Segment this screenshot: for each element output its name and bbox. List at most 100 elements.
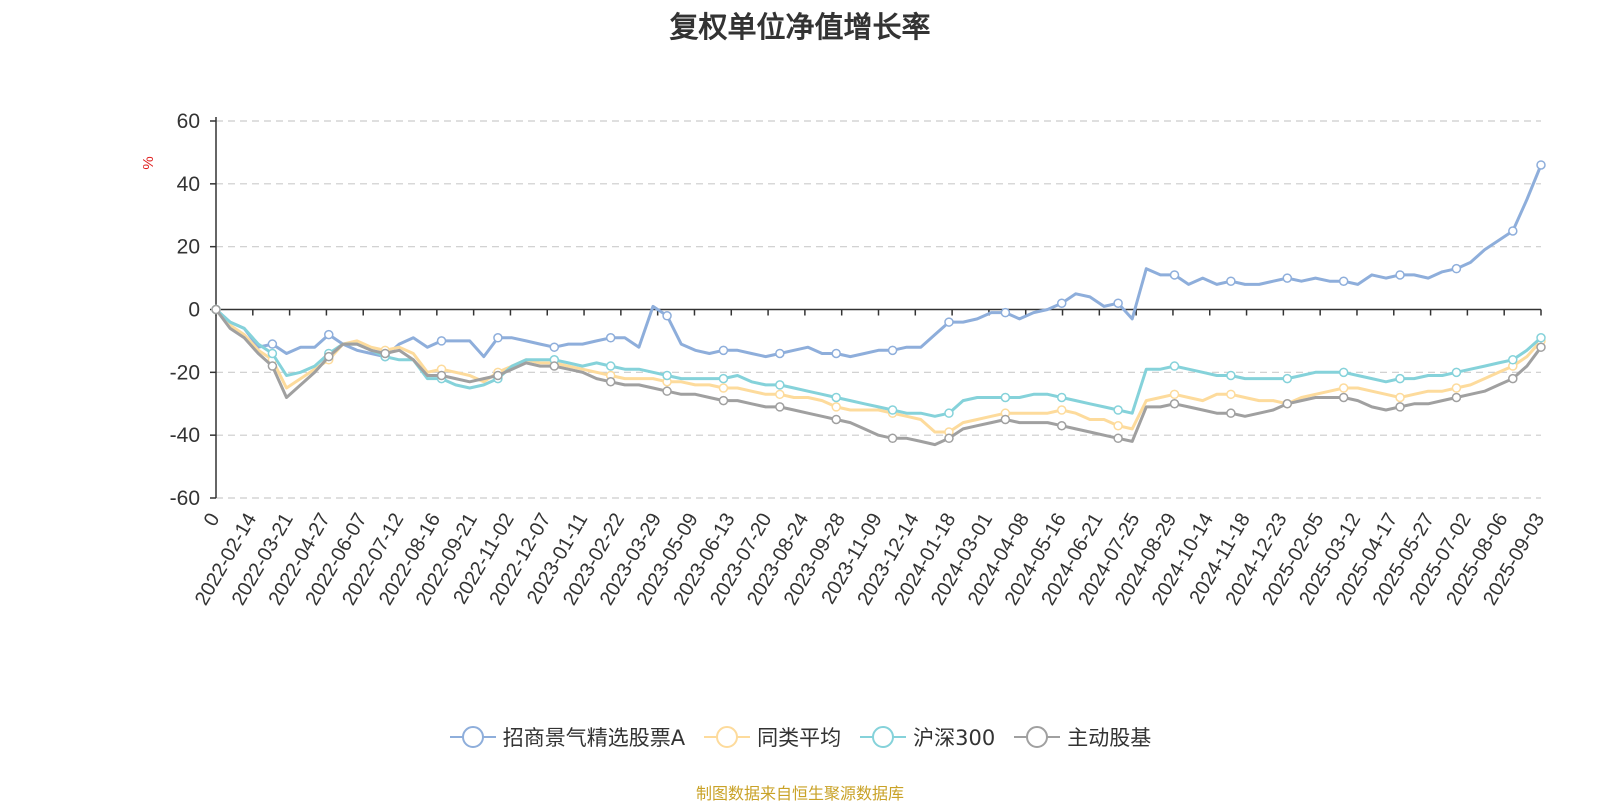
- legend-label: 同类平均: [757, 726, 842, 750]
- y-tick-label: -40: [170, 424, 200, 447]
- series-0: [211, 160, 1546, 362]
- data-point: [1226, 370, 1236, 381]
- data-point: [1451, 383, 1462, 393]
- data-point: [1113, 420, 1123, 431]
- legend-label: 招商景气精选股票A: [502, 726, 686, 750]
- data-point: [662, 386, 672, 396]
- data-point: [1338, 276, 1349, 286]
- legend-marker-icon: [704, 726, 751, 748]
- data-point: [493, 333, 503, 343]
- line-chart: 6040200-20-40-6002022-02-142022-03-21202…: [140, 110, 1550, 609]
- data-point: [267, 339, 278, 349]
- data-point: [831, 392, 841, 403]
- data-point: [775, 389, 785, 400]
- data-point: [1113, 433, 1123, 444]
- data-point: [1056, 392, 1067, 403]
- data-point: [493, 370, 503, 381]
- y-tick-label: 20: [177, 236, 200, 259]
- data-point: [1282, 399, 1293, 409]
- legend-item[interactable]: 同类平均: [703, 722, 841, 752]
- data-point: [1395, 392, 1405, 403]
- data-point: [1508, 373, 1518, 384]
- legend-item[interactable]: 招商景气精选股票A: [449, 722, 685, 752]
- series-line: [214, 308, 1543, 434]
- data-point: [1451, 392, 1462, 403]
- data-point: [1000, 307, 1011, 318]
- data-point: [944, 317, 954, 327]
- data-point: [1113, 405, 1123, 415]
- data-point: [1536, 333, 1546, 343]
- legend-item[interactable]: 沪深300: [859, 722, 995, 752]
- y-tick-label: 0: [188, 299, 200, 322]
- data-point: [1226, 408, 1236, 418]
- data-point: [436, 336, 447, 346]
- y-axis-label: %: [140, 156, 157, 169]
- data-point: [718, 395, 729, 406]
- data-point: [887, 345, 898, 356]
- legend-label: 沪深300: [913, 726, 996, 750]
- data-point: [549, 342, 560, 352]
- data-point: [887, 433, 898, 444]
- data-point: [1395, 270, 1405, 280]
- data-point: [1056, 405, 1067, 415]
- legend: 招商景气精选股票A 同类平均 沪深300 主动股基: [0, 722, 1600, 752]
- y-tick-label: -60: [170, 487, 200, 510]
- legend-marker-icon: [860, 726, 907, 748]
- data-point: [1113, 298, 1123, 308]
- data-point: [1226, 389, 1236, 400]
- data-point: [1169, 389, 1180, 400]
- data-point: [1000, 392, 1011, 403]
- data-point: [944, 433, 954, 444]
- data-point: [605, 377, 616, 387]
- data-point: [831, 414, 841, 425]
- data-point: [1536, 160, 1546, 170]
- data-point: [211, 304, 221, 315]
- x-tick-label: 0: [200, 510, 225, 531]
- legend-marker-icon: [449, 726, 496, 748]
- data-point: [1338, 392, 1349, 403]
- data-point: [1338, 367, 1349, 378]
- data-point: [1282, 373, 1293, 384]
- data-point: [1282, 273, 1293, 283]
- data-point: [1056, 298, 1067, 308]
- y-tick-label: 60: [177, 110, 200, 133]
- data-point: [1056, 420, 1067, 431]
- data-point: [324, 329, 334, 340]
- series-lines: [211, 160, 1546, 447]
- data-point: [605, 361, 616, 371]
- series-line: [214, 308, 1543, 447]
- legend-label: 主动股基: [1067, 726, 1152, 750]
- y-tick-label: -20: [170, 361, 200, 384]
- data-point: [1169, 270, 1180, 280]
- data-point: [1000, 414, 1011, 425]
- data-point: [718, 383, 729, 393]
- data-point: [1395, 402, 1405, 412]
- series-line: [215, 164, 1543, 359]
- data-point: [1338, 383, 1349, 393]
- data-point: [549, 361, 560, 371]
- data-point: [662, 370, 672, 381]
- data-point: [1169, 399, 1180, 409]
- data-point: [267, 361, 278, 371]
- data-point: [1508, 226, 1518, 236]
- grid-lines: [216, 120, 1541, 499]
- series-3: [211, 304, 1546, 447]
- data-point: [1169, 361, 1180, 371]
- data-point: [605, 333, 616, 343]
- legend-marker-icon: [1014, 726, 1061, 748]
- data-point: [775, 402, 785, 412]
- data-point: [718, 345, 729, 356]
- data-point: [1451, 263, 1462, 274]
- data-point: [1536, 342, 1546, 352]
- data-point: [1395, 373, 1405, 384]
- data-point: [267, 348, 278, 359]
- data-point: [662, 311, 672, 321]
- data-point: [775, 348, 785, 359]
- data-point: [1226, 276, 1236, 286]
- legend-item[interactable]: 主动股基: [1013, 722, 1151, 752]
- data-point: [718, 373, 729, 384]
- source-note: 制图数据来自恒生聚源数据库: [695, 784, 904, 803]
- data-point: [775, 380, 785, 390]
- data-point: [1451, 367, 1462, 378]
- axes: 6040200-20-40-6002022-02-142022-03-21202…: [170, 110, 1550, 609]
